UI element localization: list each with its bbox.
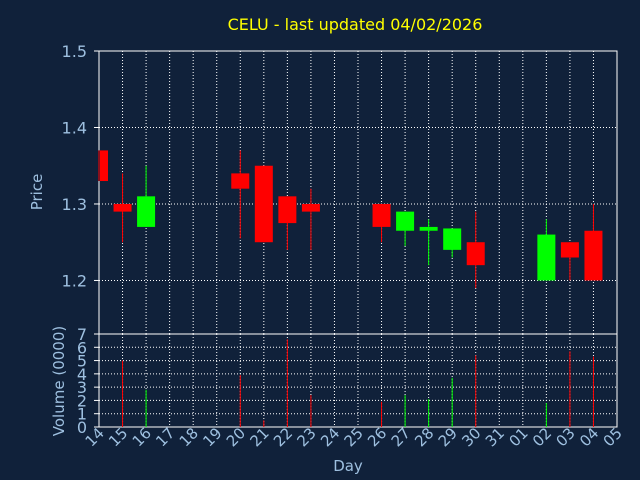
x-tick-label: 31 xyxy=(482,424,508,450)
x-tick-label: 26 xyxy=(364,424,390,450)
volume-axis-label: Volume (0000) xyxy=(50,326,68,436)
x-tick-label: 29 xyxy=(435,424,461,450)
price-tick-label: 1.4 xyxy=(62,118,87,137)
x-tick-label: 01 xyxy=(505,424,531,450)
candle-body xyxy=(113,203,132,212)
x-tick-label: 04 xyxy=(576,424,602,450)
candle-body xyxy=(254,165,273,243)
volume-tick-label: 2 xyxy=(77,391,87,410)
x-axis-label: Day xyxy=(333,457,363,475)
candle-body xyxy=(419,226,438,231)
x-tick-label: 30 xyxy=(458,424,484,450)
volume-tick-label: 3 xyxy=(77,378,87,397)
volume-tick-label: 1 xyxy=(77,405,87,424)
price-tick-label: 1.5 xyxy=(62,42,87,61)
candle-body xyxy=(137,196,156,227)
x-tick-label: 28 xyxy=(411,424,437,450)
candle-body xyxy=(466,242,485,266)
x-tick-label: 24 xyxy=(317,424,343,450)
x-tick-label: 03 xyxy=(553,424,579,450)
price-tick-label: 1.2 xyxy=(62,271,87,290)
price-panel: 1.2 1.3 1.4 1.5 xyxy=(62,42,618,335)
x-tick-label: 21 xyxy=(246,424,272,450)
candle-body xyxy=(372,203,391,227)
x-tick-label: 25 xyxy=(341,424,367,450)
candle-body xyxy=(396,211,415,231)
volume-tick-label: 0 xyxy=(77,418,87,437)
candle-body xyxy=(443,228,462,250)
candle-body xyxy=(231,173,250,189)
candle-body xyxy=(584,230,603,281)
volume-tick-label: 5 xyxy=(77,352,87,371)
x-tick-label: 16 xyxy=(129,424,155,450)
chart-title: CELU - last updated 04/02/2026 xyxy=(228,15,483,34)
volume-tick-label: 6 xyxy=(77,338,87,357)
x-tick-label: 23 xyxy=(294,424,320,450)
volume-tick-label: 4 xyxy=(77,365,87,384)
x-tick-label: 27 xyxy=(388,424,414,450)
x-tick-label: 05 xyxy=(600,424,626,450)
x-tick-label: 18 xyxy=(176,424,202,450)
price-axis-label: Price xyxy=(28,174,46,211)
volume-frame xyxy=(98,333,618,428)
candle-body xyxy=(560,242,579,258)
volume-panel: 0123456714151617181920212223242526272829… xyxy=(77,325,626,450)
x-tick-label: 22 xyxy=(270,424,296,450)
x-tick-label: 17 xyxy=(152,424,178,450)
candle-body xyxy=(100,150,108,182)
x-tick-label: 15 xyxy=(105,424,131,450)
x-tick-label: 02 xyxy=(529,424,555,450)
candle-body xyxy=(301,203,320,212)
x-tick-label: 20 xyxy=(223,424,249,450)
price-tick-label: 1.3 xyxy=(62,195,87,214)
candle-body xyxy=(537,234,556,281)
x-tick-label: 19 xyxy=(199,424,225,450)
candle-body xyxy=(278,196,297,224)
volume-tick-label: 7 xyxy=(77,325,87,344)
